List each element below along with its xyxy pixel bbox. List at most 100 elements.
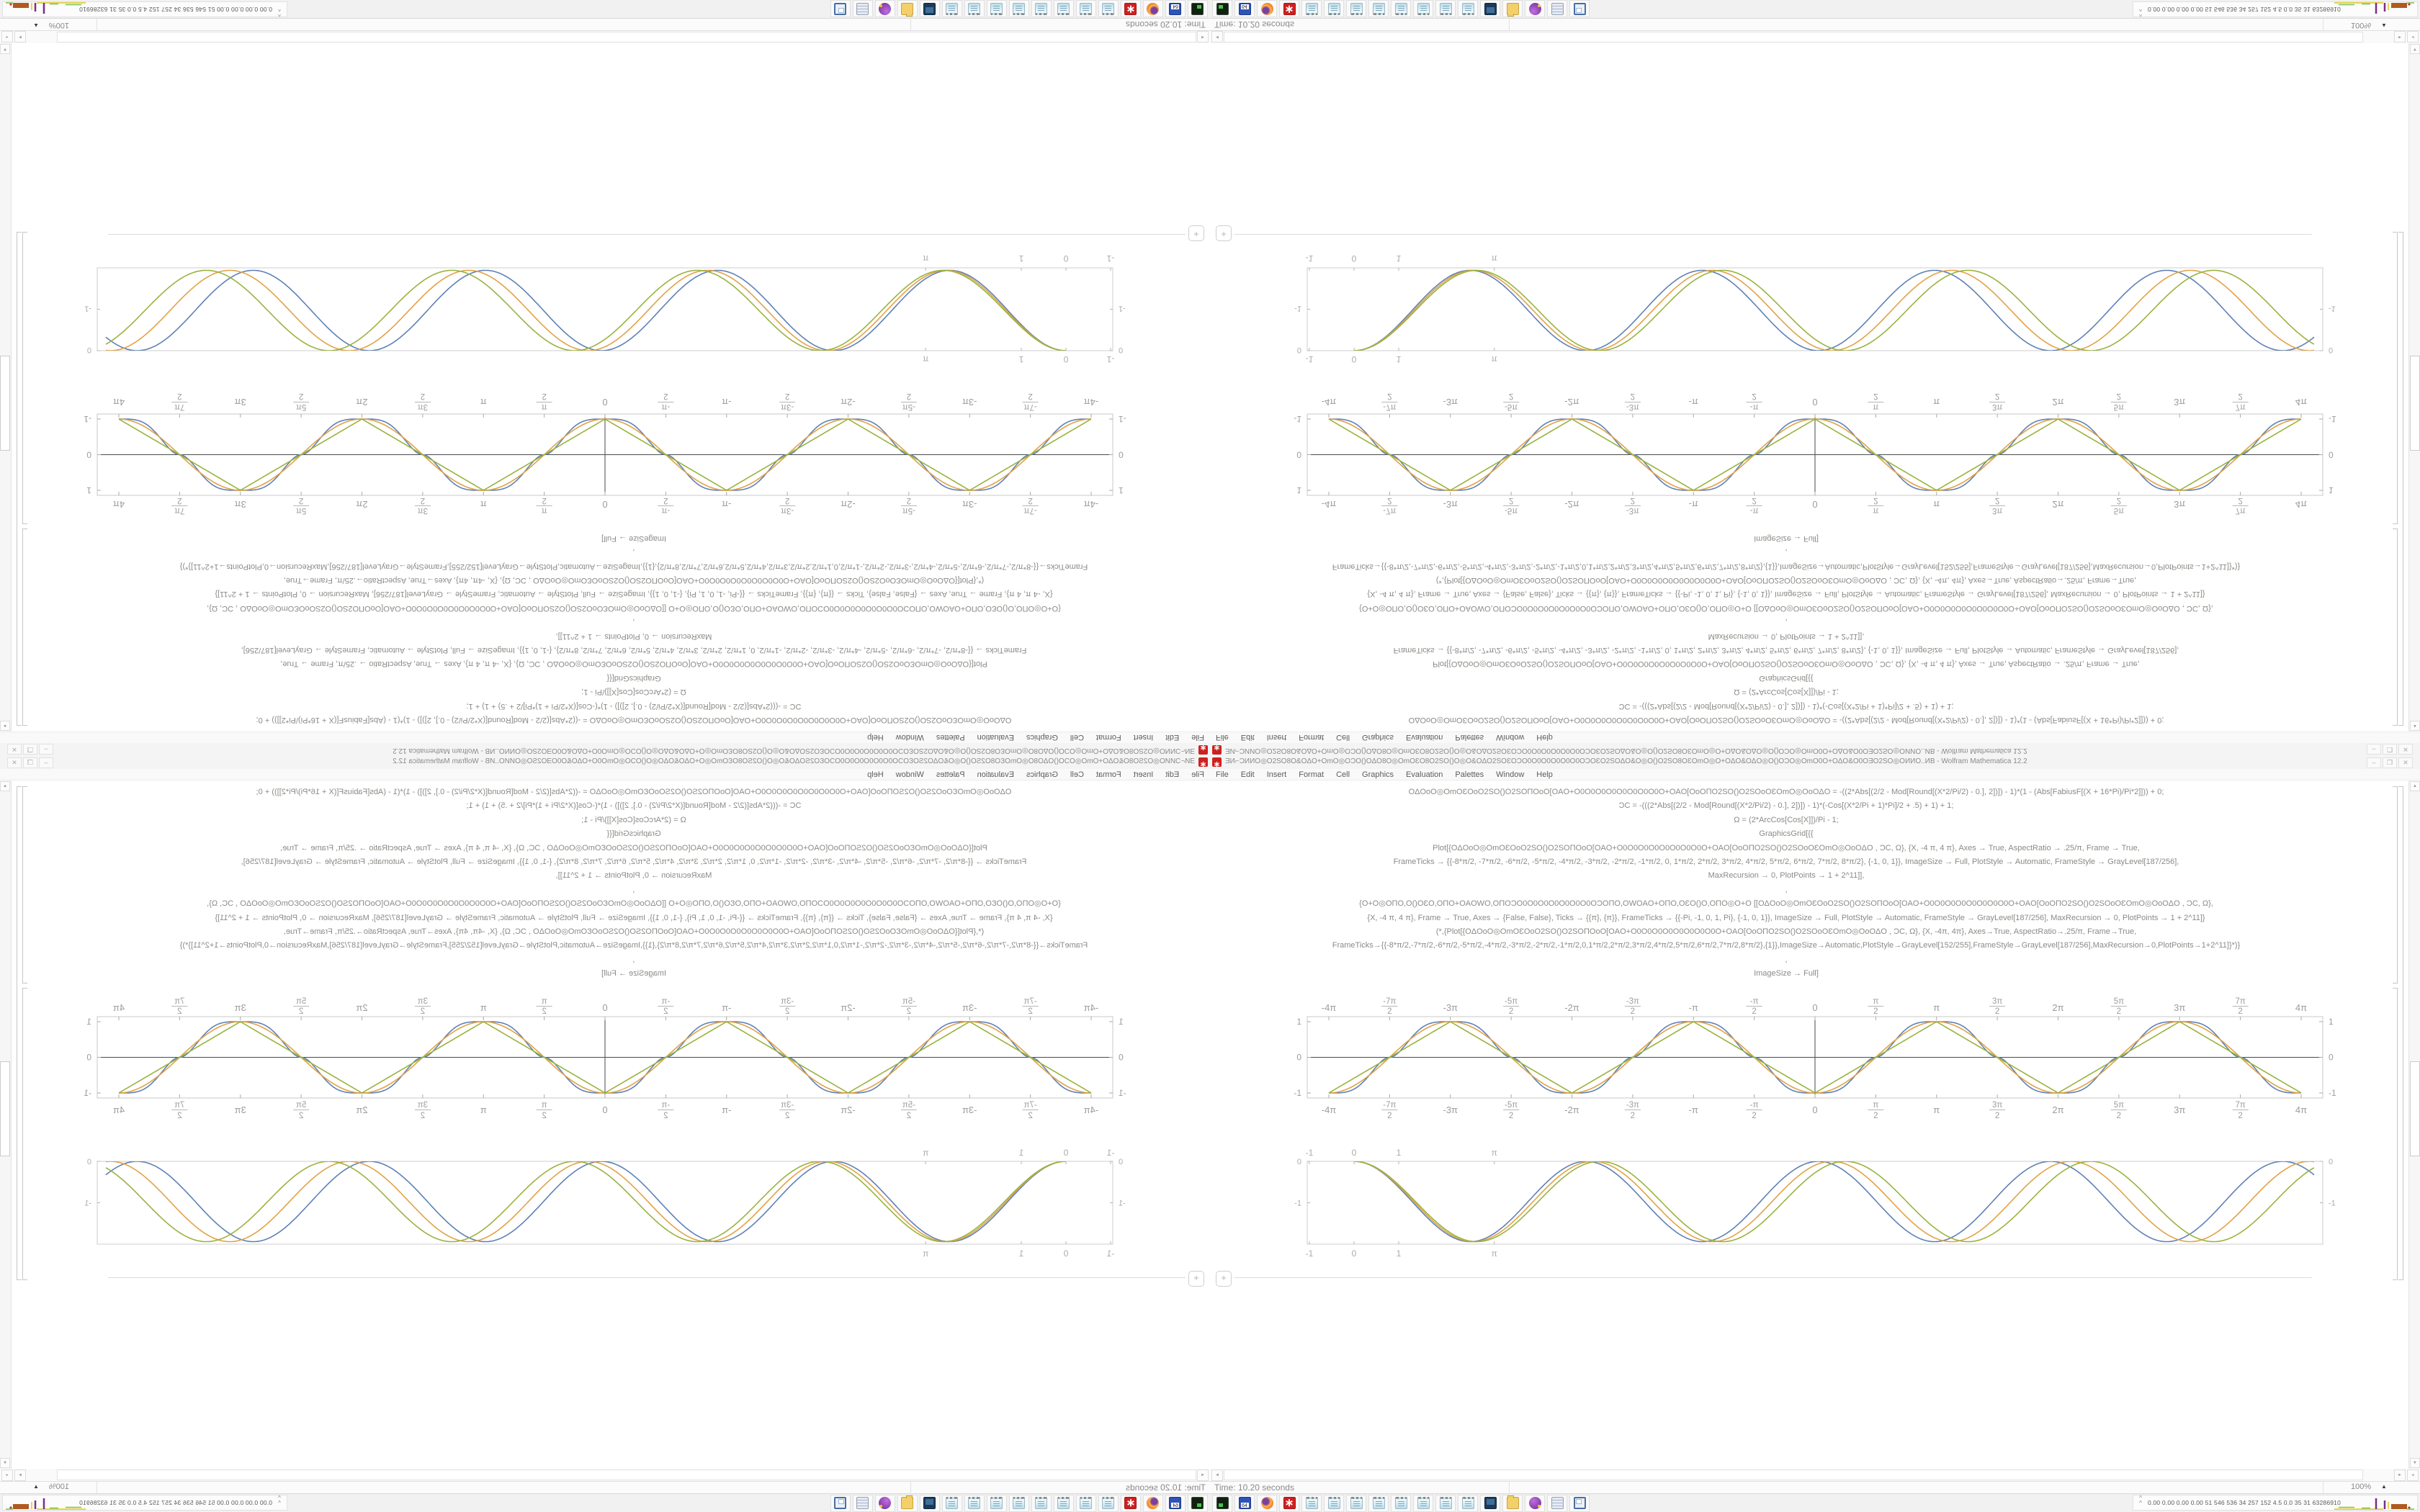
- close-button[interactable]: ✕: [2398, 744, 2413, 755]
- notebook-content[interactable]: OΔOoO◎OmOƐOoO2SO()O2SOΠOoO[OAO+O0O0O0O0O…: [1210, 43, 2420, 732]
- taskbar-button-firefox-2[interactable]: [1257, 0, 1277, 18]
- zoom-level[interactable]: 100%: [48, 21, 69, 30]
- taskbar-button-scroll-doc-15[interactable]: [853, 0, 873, 18]
- cell-bracket-output[interactable]: [22, 988, 27, 1280]
- taskbar-button-monitor-12[interactable]: [1480, 0, 1500, 18]
- cell-bracket-group[interactable]: [2398, 786, 2403, 1280]
- code-cell[interactable]: OΔOoO◎OmOƐOoO2SO()O2SOΠOoO[OAO+O0O0O0O0O…: [79, 531, 1188, 726]
- zoom-arrow-icon[interactable]: ▲: [33, 22, 39, 29]
- cell-bracket-input[interactable]: [22, 786, 27, 984]
- taskbar-button-notepad-11[interactable]: [942, 0, 962, 18]
- taskbar-button-show-desktop-16[interactable]: [1569, 1494, 1590, 1512]
- taskbar-button-notepad-5[interactable]: [1324, 0, 1344, 18]
- zoom-arrow-icon[interactable]: ▲: [33, 1483, 39, 1490]
- scroll-left-button[interactable]: ◄: [1211, 1470, 1223, 1481]
- scroll-up-button[interactable]: ▲: [2410, 781, 2420, 791]
- horizontal-scrollbar[interactable]: ◄ ► ◂: [1210, 1469, 2420, 1481]
- tray-chevron-icon[interactable]: ^ ^: [2139, 6, 2142, 17]
- cell-bracket-input[interactable]: [22, 528, 27, 726]
- menu-item-window[interactable]: Window: [895, 733, 924, 742]
- zoom-arrow-icon[interactable]: ▲: [2381, 1483, 2387, 1490]
- cell-bracket-output[interactable]: [2393, 988, 2398, 1280]
- notebook-content[interactable]: OΔOoO◎OmOƐOoO2SO()O2SOΠOoO[OAO+O0O0O0O0O…: [0, 43, 1210, 732]
- scroll-right-button[interactable]: ►: [2394, 1470, 2406, 1481]
- menu-item-evaluation[interactable]: Evaluation: [977, 770, 1014, 779]
- taskbar-button-floppy-64-1[interactable]: [1234, 0, 1255, 18]
- zoom-level[interactable]: 100%: [2351, 1482, 2372, 1491]
- taskbar-button-notepad-5[interactable]: [1076, 1494, 1096, 1512]
- menu-item-graphics[interactable]: Graphics: [1362, 733, 1394, 742]
- scrollbar-corner[interactable]: ◂: [1, 31, 13, 42]
- menu-item-file[interactable]: File: [1191, 733, 1204, 742]
- menu-item-evaluation[interactable]: Evaluation: [1406, 733, 1443, 742]
- taskbar-button-notepad-8[interactable]: [1391, 0, 1411, 18]
- cell-bracket-output[interactable]: [22, 232, 27, 524]
- taskbar-button-notepad-8[interactable]: [1009, 1494, 1029, 1512]
- menu-item-insert[interactable]: Insert: [1133, 733, 1154, 742]
- cell-bracket-group[interactable]: [2398, 232, 2403, 726]
- menu-item-window[interactable]: Window: [895, 770, 924, 779]
- menu-item-file[interactable]: File: [1191, 770, 1204, 779]
- taskbar-button-notepad-6[interactable]: [1346, 0, 1366, 18]
- taskbar-button-mathematica-3[interactable]: [1279, 1494, 1299, 1512]
- scrollbar-corner[interactable]: ◂: [2407, 31, 2419, 42]
- menu-item-insert[interactable]: Insert: [1266, 733, 1287, 742]
- taskbar-button-notepad-6[interactable]: [1054, 0, 1074, 18]
- scroll-down-button[interactable]: ▼: [0, 44, 10, 54]
- taskbar-button-notepad-6[interactable]: [1346, 1494, 1366, 1512]
- taskbar-button-console-0[interactable]: [1188, 0, 1208, 18]
- close-button[interactable]: ✕: [7, 757, 22, 768]
- vertical-scrollbar[interactable]: ▲ ▼: [2408, 780, 2420, 1469]
- taskbar-button-floppy-64-1[interactable]: [1165, 0, 1186, 18]
- menu-item-evaluation[interactable]: Evaluation: [977, 733, 1014, 742]
- cell-bracket-group[interactable]: [17, 232, 22, 726]
- taskbar-button-notepad-8[interactable]: [1391, 1494, 1411, 1512]
- menu-item-edit[interactable]: Edit: [1240, 770, 1255, 779]
- cell-bracket-input[interactable]: [2393, 528, 2398, 726]
- menu-item-help[interactable]: Help: [867, 770, 884, 779]
- taskbar-button-folder-13[interactable]: [897, 0, 918, 18]
- taskbar-button-purple-ball-14[interactable]: [1525, 0, 1545, 18]
- cell-bracket-input[interactable]: [2393, 786, 2398, 984]
- taskbar-button-notepad-7[interactable]: [1031, 0, 1052, 18]
- taskbar-button-folder-13[interactable]: [897, 1494, 918, 1512]
- insert-cell-button[interactable]: +: [1216, 225, 1232, 241]
- taskbar-button-show-desktop-16[interactable]: [830, 0, 851, 18]
- menu-item-cell[interactable]: Cell: [1070, 733, 1084, 742]
- code-cell[interactable]: OΔOoO◎OmOƐOoO2SO()O2SOΠOoO[OAO+O0O0O0O0O…: [79, 786, 1188, 981]
- zoom-level[interactable]: 100%: [2351, 21, 2372, 30]
- menu-item-palettes[interactable]: Palettes: [1455, 770, 1484, 779]
- maximize-button[interactable]: ❐: [2383, 757, 2397, 768]
- taskbar-button-monitor-12[interactable]: [920, 1494, 940, 1512]
- taskbar-button-purple-ball-14[interactable]: [1525, 1494, 1545, 1512]
- scrollbar-corner[interactable]: ◂: [2407, 1470, 2419, 1481]
- taskbar-button-floppy-64-1[interactable]: [1234, 1494, 1255, 1512]
- scroll-right-button[interactable]: ►: [2394, 31, 2406, 42]
- tray-chevron-icon[interactable]: ^ ^: [278, 1495, 281, 1506]
- scroll-left-button[interactable]: ◄: [1211, 31, 1223, 42]
- scroll-left-button[interactable]: ◄: [1197, 31, 1209, 42]
- code-cell[interactable]: OΔOoO◎OmOƐOoO2SO()O2SOΠOoO[OAO+O0O0O0O0O…: [1232, 786, 2341, 981]
- taskbar-button-notepad-10[interactable]: [1435, 0, 1456, 18]
- scroll-right-button[interactable]: ►: [14, 1470, 26, 1481]
- scroll-up-button[interactable]: ▲: [0, 781, 10, 791]
- taskbar-button-show-desktop-16[interactable]: [830, 1494, 851, 1512]
- notebook-content[interactable]: OΔOoO◎OmOƐOoO2SO()O2SOΠOoO[OAO+O0O0O0O0O…: [0, 780, 1210, 1469]
- taskbar-button-console-0[interactable]: [1188, 1494, 1208, 1512]
- horizontal-scrollbar[interactable]: ◄ ► ◂: [0, 1469, 1210, 1481]
- maximize-button[interactable]: ❐: [2383, 744, 2397, 755]
- taskbar-button-floppy-64-1[interactable]: [1165, 1494, 1186, 1512]
- menu-item-format[interactable]: Format: [1095, 733, 1121, 742]
- horizontal-scroll-track[interactable]: [1224, 1470, 2363, 1480]
- scroll-left-button[interactable]: ◄: [1197, 1470, 1209, 1481]
- taskbar-button-notepad-5[interactable]: [1076, 0, 1096, 18]
- scroll-down-button[interactable]: ▼: [0, 1458, 10, 1468]
- menu-item-palettes[interactable]: Palettes: [936, 733, 965, 742]
- menu-item-edit[interactable]: Edit: [1165, 733, 1180, 742]
- horizontal-scroll-track[interactable]: [57, 32, 1196, 42]
- menu-item-window[interactable]: Window: [1496, 770, 1525, 779]
- menu-item-evaluation[interactable]: Evaluation: [1406, 770, 1443, 779]
- maximize-button[interactable]: ❐: [23, 757, 37, 768]
- cell-bracket-output[interactable]: [2393, 232, 2398, 524]
- tray-panel[interactable]: ^ ^ 0.00 0.00 0.00 0.00 51 546 536 34 257…: [2133, 1495, 2418, 1511]
